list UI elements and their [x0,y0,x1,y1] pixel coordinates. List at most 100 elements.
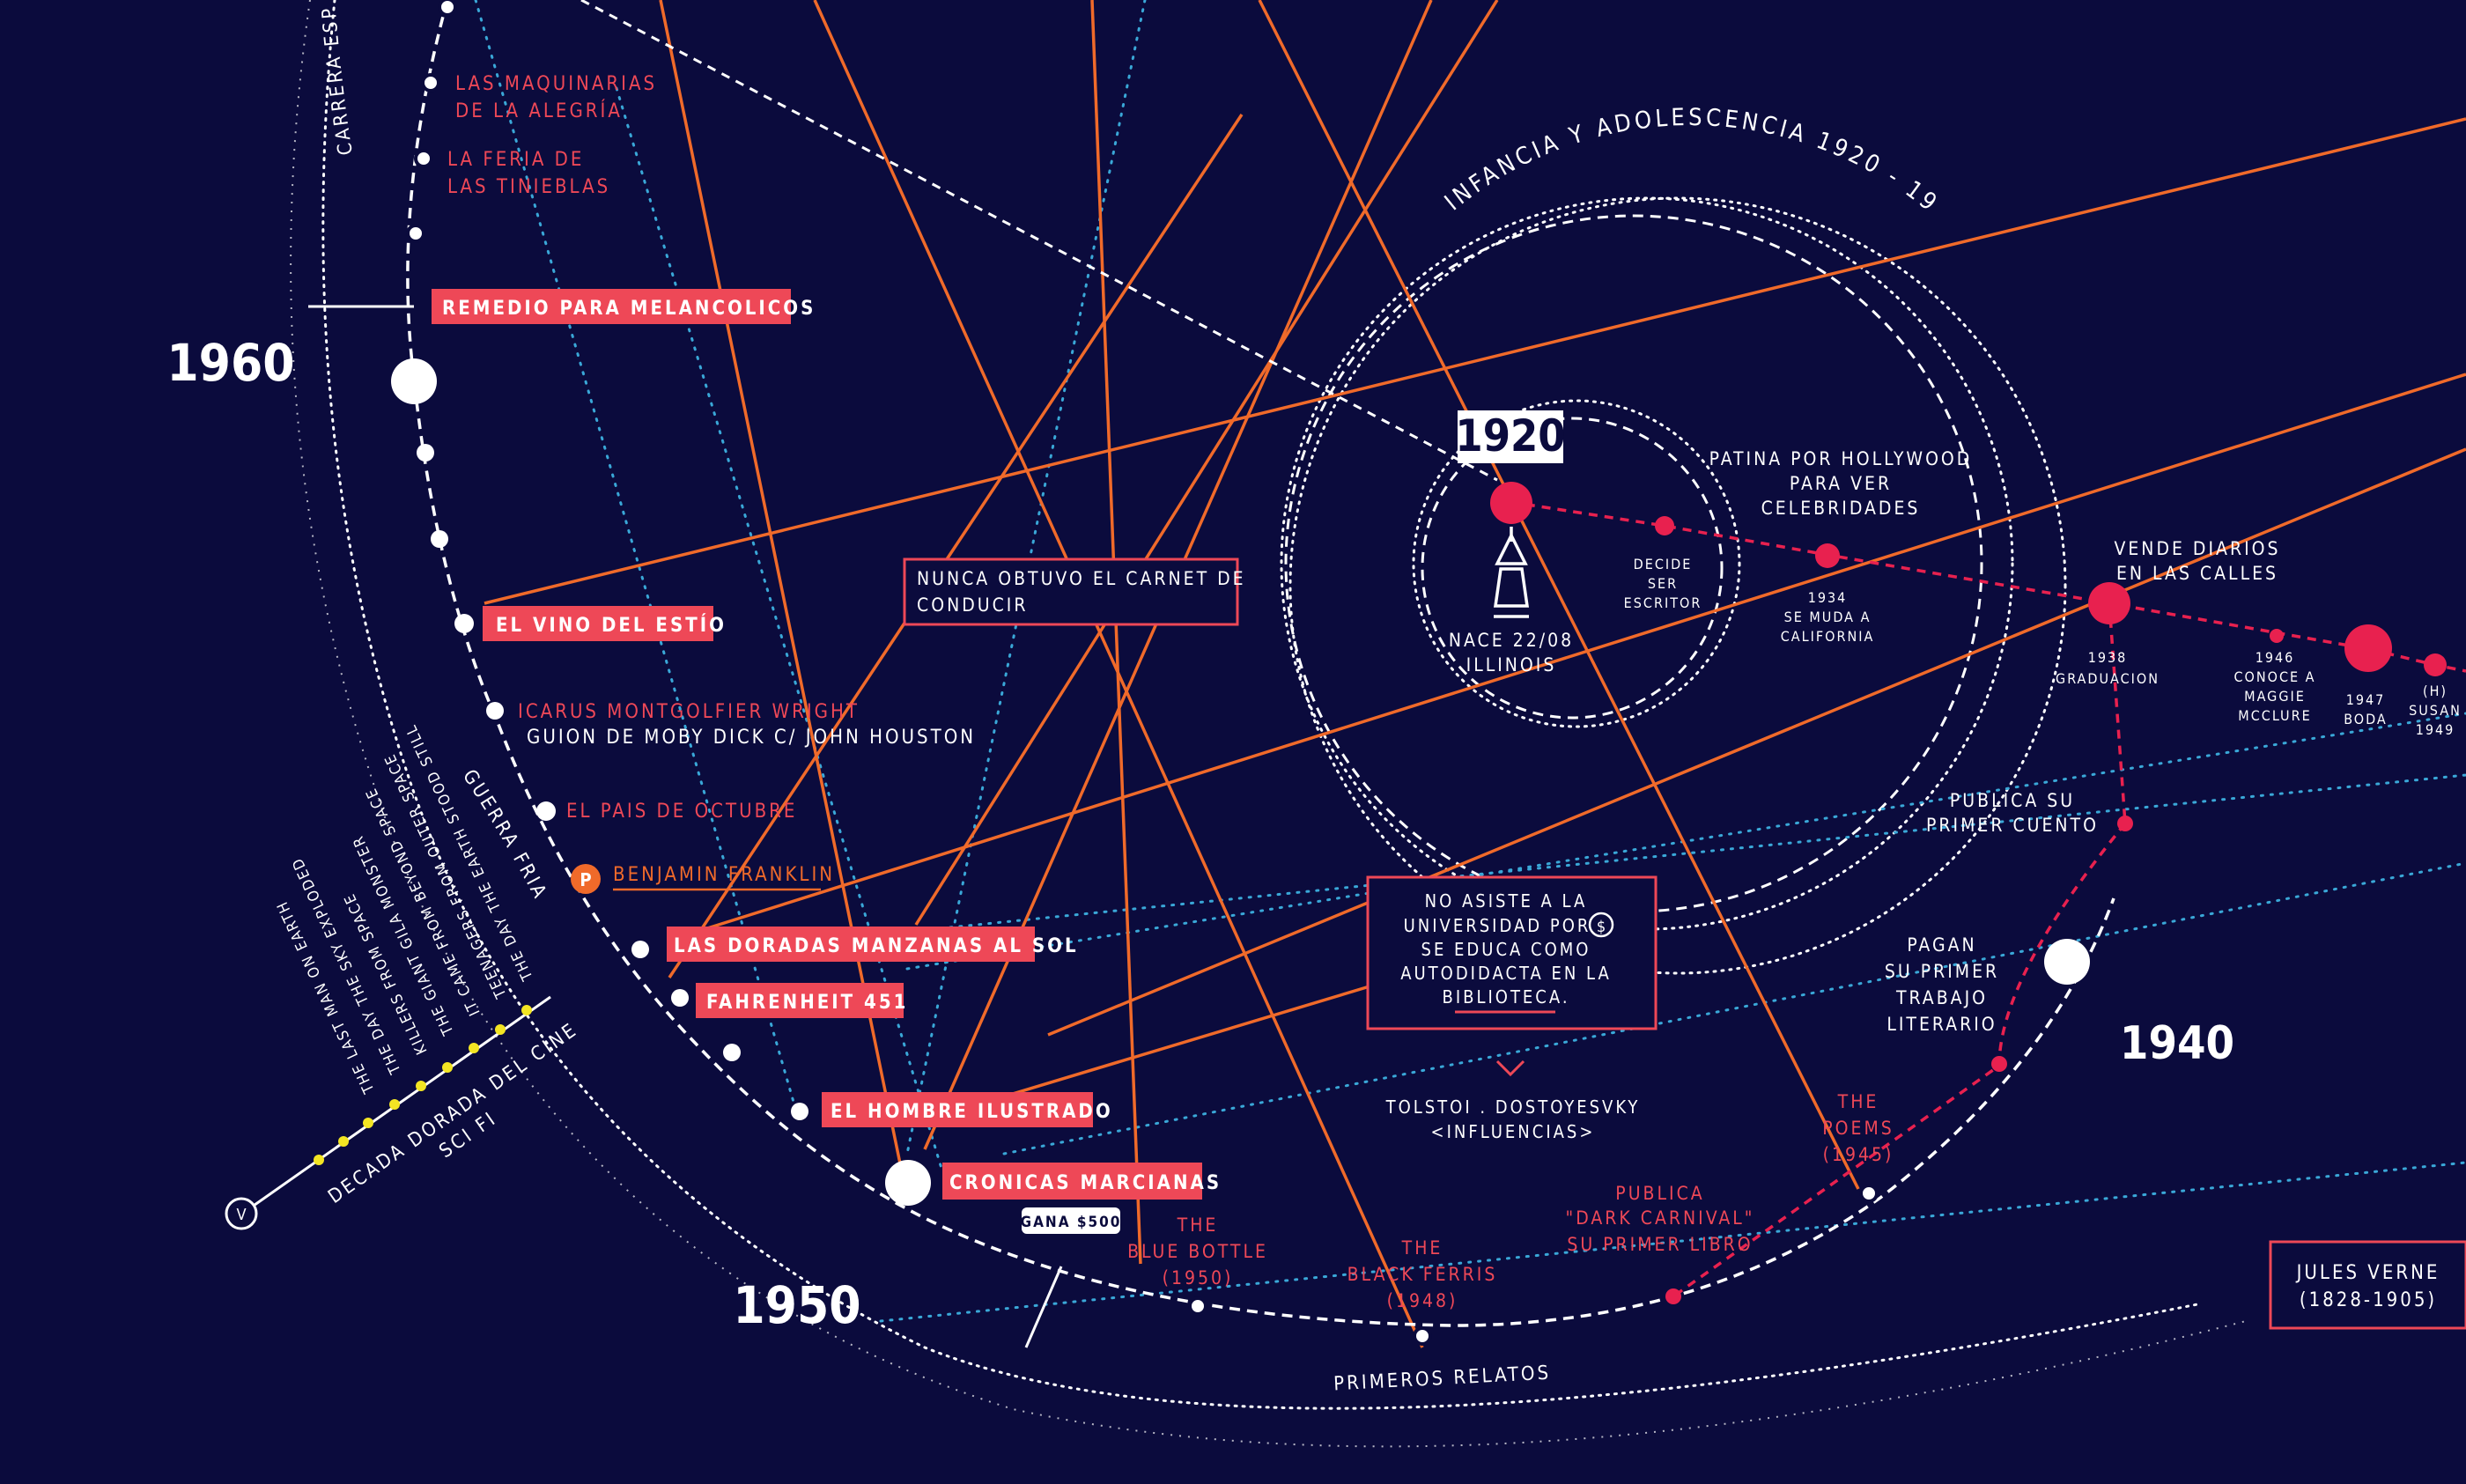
year-1920-box [1458,410,1563,463]
event-dark-2: "DARK CARNIVAL" [1566,1207,1755,1229]
event-muda: 1934 [1808,589,1848,606]
event-blue-2: BLUE BOTTLE [1127,1241,1268,1262]
event-pagan-4: LITERARIO [1886,1014,1997,1035]
event-pagan-2: SU PRIMER [1885,961,1999,982]
event-dark: PUBLICA [1615,1183,1704,1204]
film-dot [416,1081,426,1091]
book-maquinarias: LAS MAQUINARIAS [455,73,657,95]
box-remedio [432,289,791,324]
event-decide-3: ESCRITOR [1624,594,1702,611]
franklin-badge-label: P [580,869,591,890]
event-susan: (H) [2423,683,2448,699]
tick-1950 [1024,1266,1063,1348]
event-dark-3: SU PRIMER LIBRO [1567,1234,1753,1255]
career-path [406,0,2115,1327]
event-maggie-3: MAGGIE [2244,688,2306,705]
event-nace-2: ILLINOIS [1466,654,1557,676]
book-hombre: EL HOMBRE ILUSTRADO [831,1101,1113,1123]
event-cuento-2: PRIMER CUENTO [1926,815,2099,836]
event-blue-3: (1950) [1163,1267,1234,1288]
dashed-link-1920 [580,0,1498,482]
money-icon [1588,912,1614,938]
event-vende-2: EN LAS CALLES [2116,563,2278,584]
event-muda-2: SE MUDA A [1784,609,1872,625]
event-ferris: THE [1401,1237,1443,1259]
note-verne-2: (1828-1905) [2300,1289,2437,1311]
book-remedio: REMEDIO PARA MELANCOLICOS [442,298,816,320]
event-patina-2: PARA VER [1790,473,1892,494]
birth-node [1490,482,1532,524]
event-decide: DECIDE [1634,556,1693,572]
event-poems-2: POEMS [1822,1118,1894,1139]
rocket-icon [1493,527,1530,618]
life-event-nodes [1490,482,2447,1304]
guion-moby-dick: GUION DE MOBY DICK C/ JOHN HOUSTON [527,727,976,749]
box-carnet [903,557,1239,626]
book-franklin: BENJAMIN FRANKLIN [613,864,835,886]
note-uni-5: BIBLIOTECA. [1442,986,1569,1008]
box-vino [483,606,713,641]
note-influencias: <INFLUENCIAS> [1431,1121,1596,1142]
event-susan-2: SUSAN [2409,702,2462,719]
event-ferris-2: BLACK FERRIS [1347,1264,1498,1285]
event-maggie-4: MCCLURE [2238,707,2311,724]
year-1940: 1940 [2120,1017,2234,1070]
note-uni-2: UNIVERSIDAD POR [1404,915,1591,936]
box-doradas [667,927,1035,962]
node-1950-large [885,1160,931,1206]
money-icon-glyph: $ [1597,918,1606,936]
box-fahrenheit [696,983,904,1018]
event-cuento: PUBLICA SU [1950,790,2075,811]
node-1940-large [2044,939,2090,985]
book-vino: EL VINO DEL ESTÍO [496,614,727,637]
film-dot [521,1005,532,1015]
note-uni-4: AUTODIDACTA EN LA [1400,963,1612,984]
inner-ring-2 [1421,417,1724,720]
outer-dotted-arc [321,0,2204,1410]
note-carnet-2: CONDUCIR [917,594,1028,616]
event-vende: VENDE DIARIOS [2114,538,2280,559]
event-pagan-3: TRABAJO [1895,987,1988,1008]
box-verne [2269,1240,2466,1330]
inner-ring-1 [1412,399,1741,728]
event-boda: 1947 [2346,691,2386,708]
film-dot [363,1118,373,1128]
year-1950: 1950 [733,1275,860,1335]
event-muda-3: CALIFORNIA [1781,628,1875,645]
film-dot [389,1099,400,1110]
year-1920: 1920 [1455,410,1565,461]
film-dot [469,1043,479,1053]
box-gana [1022,1207,1120,1234]
note-tolstoi: TOLSTOI . DOSTOYESVKY [1385,1096,1641,1118]
career-nodes [391,0,2090,1346]
film-start-node [225,1197,258,1230]
film-dot [495,1024,506,1035]
event-pagan: PAGAN [1907,934,1976,956]
event-nace: NACE 22/08 [1449,630,1574,651]
note-uni-3: SE EDUCA COMO [1421,939,1591,960]
film-dot [338,1136,349,1147]
event-ferris-3: (1948) [1387,1290,1458,1311]
film-dot [442,1062,453,1073]
event-poems-3: (1945) [1823,1144,1894,1165]
book-cronicas: CRONICAS MARCIANAS [949,1172,1222,1194]
gana-500: GANA $500 [1021,1214,1122,1231]
event-boda-2: BODA [2344,711,2388,727]
book-fahrenheit: FAHRENHEIT 451 [706,992,908,1014]
infancia-ring-1 [1280,196,2014,931]
box-universidad [1366,875,1658,1030]
year-1960: 1960 [166,333,294,393]
film-dot [314,1155,324,1165]
event-maggie-2: CONOCE A [2233,668,2315,685]
note-verne: JULES VERNE [2295,1262,2440,1284]
event-blue: THE [1177,1215,1219,1236]
event-decide-2: SER [1648,575,1678,592]
event-susan-3: 1949 [2416,721,2455,738]
box-hombre [822,1092,1093,1127]
note-carnet: NUNCA OBTUVO EL CARNET DE [917,568,1246,589]
book-icarus: ICARUS MONTGOLFIER WRIGHT [518,701,860,723]
event-poems: THE [1837,1091,1879,1112]
